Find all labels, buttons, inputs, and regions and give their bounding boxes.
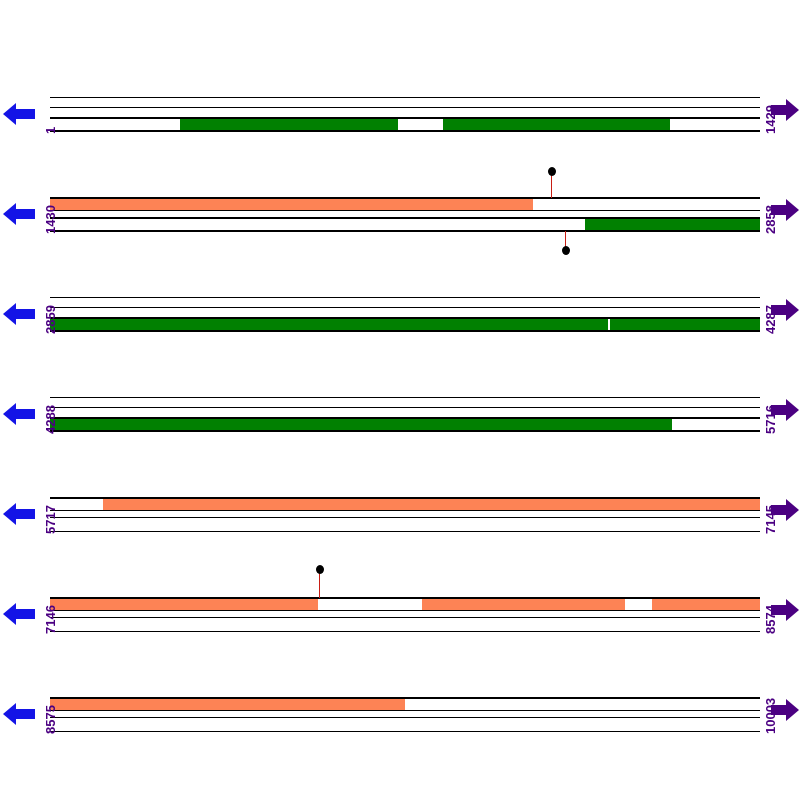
arrow-right-icon[interactable] xyxy=(770,97,800,123)
frame-rule xyxy=(50,407,760,408)
frame-rule xyxy=(50,231,760,232)
arrow-left-icon[interactable] xyxy=(2,301,36,327)
frame-rule xyxy=(50,331,760,332)
frame-rule xyxy=(50,107,760,108)
frame-rule xyxy=(50,497,760,498)
orf-feature-band[interactable] xyxy=(405,698,760,711)
coordinate-label-start: 2859 xyxy=(43,305,58,334)
arrow-left-icon[interactable] xyxy=(2,401,36,427)
frame-rule xyxy=(50,531,760,532)
frame-rule xyxy=(50,697,760,698)
frame-rule xyxy=(50,417,760,418)
frame-rule xyxy=(50,617,760,618)
marker-stem xyxy=(551,174,552,198)
frame-rule xyxy=(50,597,760,598)
frame-rule xyxy=(50,431,760,432)
arrow-left-icon[interactable] xyxy=(2,701,36,727)
arrow-right-icon[interactable] xyxy=(770,297,800,323)
orf-feature-band[interactable] xyxy=(50,698,405,711)
frame-rule xyxy=(50,317,760,318)
frame-rule xyxy=(50,717,760,718)
marker-stem xyxy=(565,231,566,247)
band-notch xyxy=(608,319,610,330)
frame-rule xyxy=(50,131,760,132)
frame-rule xyxy=(50,197,760,198)
frame-rule xyxy=(50,97,760,98)
sequence-row: 7146 8574 xyxy=(0,565,800,685)
frame-rule xyxy=(50,731,760,732)
orf-feature-band[interactable] xyxy=(50,118,180,131)
sequence-row: 2859 4287 xyxy=(0,285,800,385)
frame-rule xyxy=(50,397,760,398)
frame-rule xyxy=(50,117,760,118)
frame-rule xyxy=(50,217,760,218)
frame-rule xyxy=(50,631,760,632)
arrow-right-icon[interactable] xyxy=(770,697,800,723)
arrow-left-icon[interactable] xyxy=(2,201,36,227)
orf-feature-band[interactable] xyxy=(443,118,670,131)
arrow-right-icon[interactable] xyxy=(770,497,800,523)
orf-feature-band[interactable] xyxy=(50,218,585,231)
arrow-right-icon[interactable] xyxy=(770,597,800,623)
orf-feature-band[interactable] xyxy=(50,598,318,611)
orf-feature-band[interactable] xyxy=(670,118,760,131)
frame-rule xyxy=(50,307,760,308)
sequence-row: 1430 2858 xyxy=(0,167,800,285)
orf-feature-band[interactable] xyxy=(50,318,760,331)
frame-rule xyxy=(50,297,760,298)
marker-ball-icon[interactable] xyxy=(316,565,324,574)
orf-feature-band[interactable] xyxy=(422,598,625,611)
marker-stem xyxy=(319,572,320,598)
sequence-row: 4288 5716 xyxy=(0,385,800,485)
orf-feature-band[interactable] xyxy=(533,198,760,211)
arrow-right-icon[interactable] xyxy=(770,397,800,423)
arrow-left-icon[interactable] xyxy=(2,601,36,627)
coordinate-label-start: 5717 xyxy=(43,505,58,534)
coordinate-label-start: 7146 xyxy=(43,605,58,634)
arrow-right-icon[interactable] xyxy=(770,197,800,223)
coordinate-label-start: 8575 xyxy=(43,705,58,734)
coordinate-label-start: 1 xyxy=(43,126,58,134)
arrow-left-icon[interactable] xyxy=(2,101,36,127)
orf-feature-band[interactable] xyxy=(180,118,398,131)
orf-feature-band[interactable] xyxy=(50,498,103,511)
orf-feature-band[interactable] xyxy=(652,598,760,611)
orf-feature-band[interactable] xyxy=(672,418,760,431)
sequence-row: 5717 7145 xyxy=(0,485,800,585)
sequence-row: 8575 10003 xyxy=(0,685,800,785)
frame-rule xyxy=(50,517,760,518)
sequence-row: 1 1429 xyxy=(0,85,800,185)
marker-ball-icon[interactable] xyxy=(548,167,556,176)
orf-feature-band[interactable] xyxy=(398,118,443,131)
orf-feature-band[interactable] xyxy=(50,418,672,431)
coordinate-label-start: 4288 xyxy=(43,405,58,434)
coordinate-label-start: 1430 xyxy=(43,205,58,234)
arrow-left-icon[interactable] xyxy=(2,501,36,527)
orf-feature-band[interactable] xyxy=(625,598,652,611)
orf-feature-band[interactable] xyxy=(318,598,422,611)
orf-feature-band[interactable] xyxy=(103,498,760,511)
marker-ball-icon[interactable] xyxy=(562,246,570,255)
orf-feature-band[interactable] xyxy=(585,218,760,231)
orf-feature-band[interactable] xyxy=(50,198,533,211)
